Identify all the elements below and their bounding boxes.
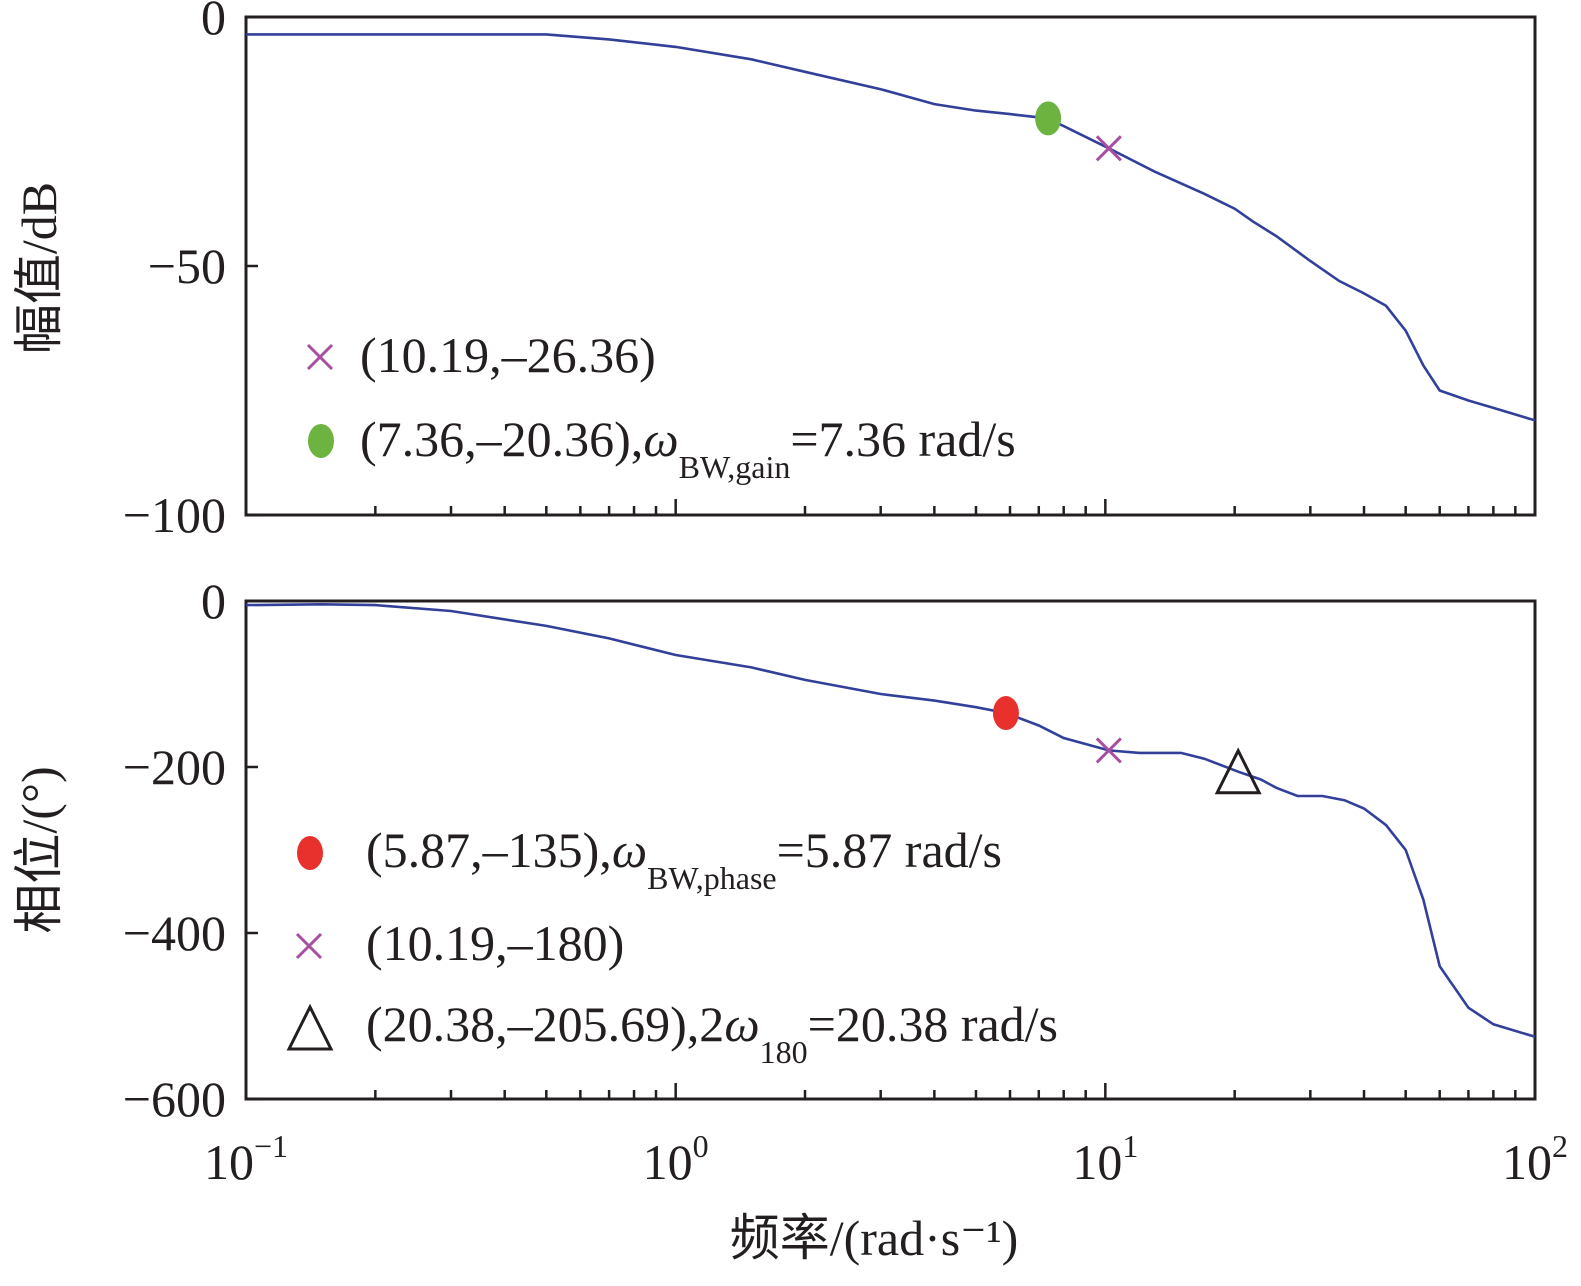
phase-panel: 0 −200 −400 −600 10−1 100 101 102 相位/(°) 频率/(r… xyxy=(11,573,1568,1266)
ph-marker-triangle xyxy=(1214,747,1262,795)
mag-y-tick-label: −50 xyxy=(148,238,226,294)
mag-legend-dot xyxy=(308,424,334,458)
ph-legend-triangle xyxy=(286,1003,334,1051)
magnitude-legend-cross-icon xyxy=(306,343,334,371)
x-axis-label: 频率/(rad·s⁻¹) xyxy=(730,1210,1019,1266)
ph-y-tick-label: −200 xyxy=(123,739,226,795)
x-tick-label: 100 xyxy=(643,1128,709,1190)
magnitude-legend-dot-icon xyxy=(308,424,334,458)
phase-y-ticks: 0 −200 −400 −600 xyxy=(123,573,258,1127)
magnitude-y-axis-label: 幅值/dB xyxy=(11,182,67,354)
mag-y-tick-label: 0 xyxy=(201,0,226,45)
phase-x-ticks: 10−1 100 101 102 xyxy=(204,1128,1568,1190)
x-tick-label: 101 xyxy=(1072,1128,1138,1190)
ph-marker-cross-stroke xyxy=(1095,737,1122,764)
ph-legend-dot xyxy=(297,836,323,870)
phase-plot-frame xyxy=(244,599,1537,1101)
phase-y-axis-label: 相位/(°) xyxy=(11,766,67,933)
phase-legend-dot-text: (5.87,–135),ωBW,phase=5.87 rad/s xyxy=(366,822,1002,896)
magnitude-legend-cross-text: (10.19,–26.36) xyxy=(360,327,656,383)
x-tick-label: 10−1 xyxy=(204,1128,288,1190)
magnitude-panel: 0 −50 −100 幅值/dB (10.19,–26.36) (7.36,–20.… xyxy=(11,0,1537,543)
phase-legend-triangle-text: (20.38,–205.69),2ω180=20.38 rad/s xyxy=(366,996,1058,1070)
mag-legend-cross-stroke xyxy=(306,343,334,371)
phase-curve xyxy=(245,602,1536,1039)
phase-legend-cross-icon xyxy=(295,932,323,960)
magnitude-legend: (10.19,–26.36) (7.36,–20.36),ωBW,gain=7.… xyxy=(306,327,1016,485)
ph-y-tick-label: −600 xyxy=(123,1071,226,1127)
magnitude-curve xyxy=(246,33,1536,422)
x-tick-label: 102 xyxy=(1502,1128,1568,1190)
mag-marker-dot xyxy=(1035,101,1062,136)
phase-x-minor-ticks xyxy=(374,1083,1517,1099)
ph-y-tick-label: −400 xyxy=(123,905,226,961)
phase-legend-triangle-icon xyxy=(286,1003,334,1051)
mag-y-tick-label: −100 xyxy=(123,487,226,543)
magnitude-markers xyxy=(1035,101,1122,162)
ph-legend-cross-stroke xyxy=(295,932,323,960)
ph-y-tick-label: 0 xyxy=(201,573,226,629)
phase-legend: (5.87,–135),ωBW,phase=5.87 rad/s (10.19,… xyxy=(286,822,1058,1070)
magnitude-y-ticks: 0 −50 −100 xyxy=(123,0,258,543)
phase-legend-cross-text: (10.19,–180) xyxy=(366,915,624,971)
magnitude-x-minor-ticks xyxy=(374,499,1517,515)
ph-marker-dot xyxy=(992,696,1019,731)
phase-markers xyxy=(992,696,1262,795)
phase-legend-dot-icon xyxy=(297,836,323,870)
mag-marker-cross-stroke xyxy=(1095,135,1122,162)
magnitude-legend-dot-text: (7.36,–20.36),ωBW,gain=7.36 rad/s xyxy=(360,411,1016,485)
